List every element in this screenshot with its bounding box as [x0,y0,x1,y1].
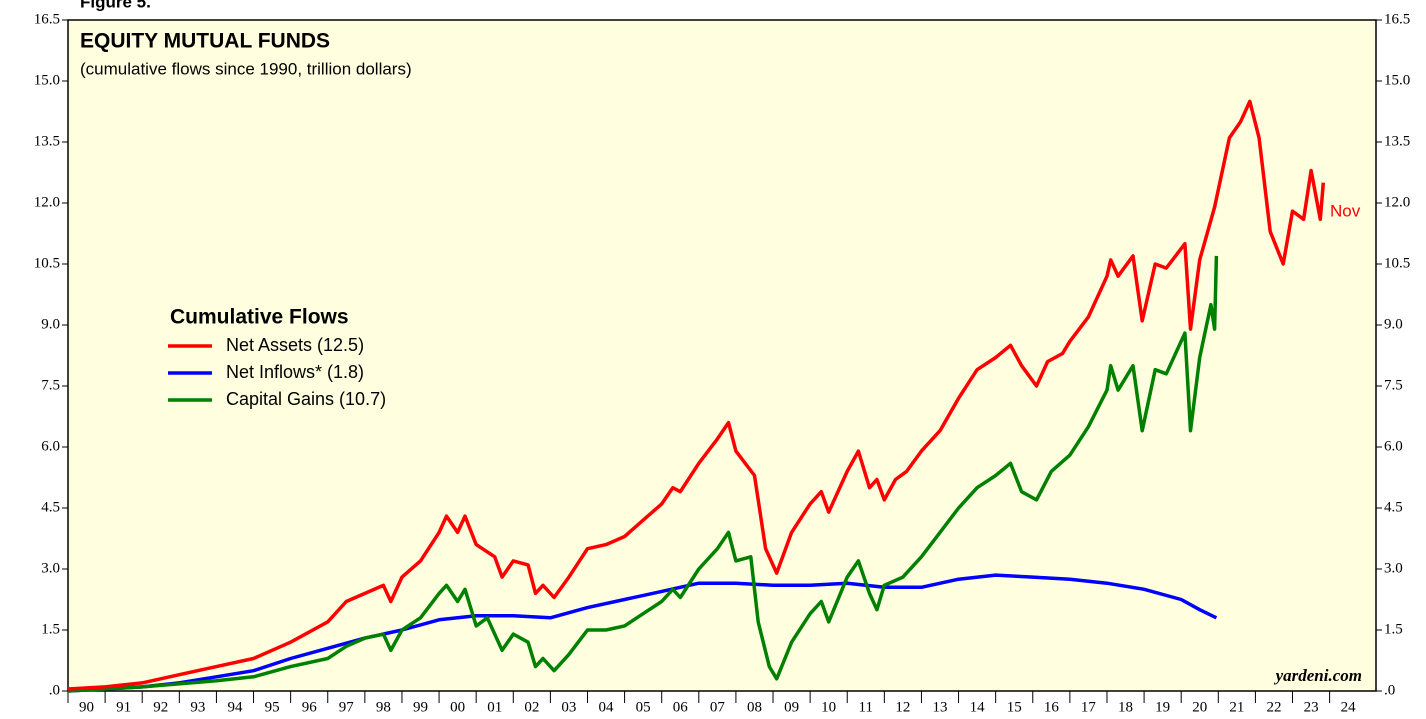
y-tick-label: 4.5 [41,499,60,515]
annotation: Nov [1330,201,1361,220]
x-tick-label: 97 [339,699,355,715]
y2-tick-label: 7.5 [1384,377,1403,393]
x-tick-label: 14 [970,699,986,715]
x-tick-label: 09 [784,699,799,715]
y-tick-label: 13.5 [34,133,60,149]
x-tick-label: 91 [116,699,131,715]
legend-label: Net Inflows* (1.8) [226,362,364,382]
y-tick-label: 10.5 [34,255,60,271]
y2-tick-label: 12.0 [1384,194,1410,210]
y-tick-label: .0 [49,682,60,698]
x-tick-label: 98 [376,699,391,715]
x-tick-label: 15 [1007,699,1022,715]
x-tick-label: 18 [1118,699,1133,715]
legend-label: Net Assets (12.5) [226,335,364,355]
x-tick-label: 24 [1341,699,1357,715]
x-tick-label: 96 [302,699,318,715]
x-tick-label: 94 [227,699,243,715]
x-tick-label: 19 [1155,699,1170,715]
x-tick-label: 20 [1192,699,1207,715]
x-tick-label: 90 [79,699,94,715]
x-tick-label: 22 [1266,699,1281,715]
y2-tick-label: 4.5 [1384,499,1403,515]
y2-tick-label: 13.5 [1384,133,1410,149]
x-tick-label: 95 [265,699,280,715]
x-tick-label: 05 [636,699,651,715]
y2-tick-label: .0 [1384,682,1395,698]
x-tick-label: 01 [487,699,502,715]
y2-tick-label: 6.0 [1384,438,1403,454]
series-line [67,573,1218,693]
y-tick-label: 1.5 [41,621,60,637]
y2-tick-label: 1.5 [1384,621,1403,637]
y-tick-label: 15.0 [34,72,60,88]
chart-subtitle: (cumulative flows since 1990, trillion d… [80,59,412,78]
x-tick-label: 93 [190,699,205,715]
y-tick-label: 9.0 [41,316,60,332]
chart-title: EQUITY MUTUAL FUNDS [80,30,330,53]
y-tick-label: 12.0 [34,194,60,210]
x-tick-label: 10 [821,699,836,715]
x-tick-label: 16 [1044,699,1060,715]
x-tick-label: 00 [450,699,465,715]
x-tick-label: 12 [895,699,910,715]
plot-area [67,19,1377,692]
x-tick-label: 04 [599,699,615,715]
x-tick-label: 08 [747,699,762,715]
y2-tick-label: 3.0 [1384,560,1403,576]
x-tick-label: 02 [524,699,539,715]
series-line [67,99,1326,691]
y-tick-label: 3.0 [41,560,60,576]
figure-label: Figure 5. [80,0,151,11]
y2-tick-label: 15.0 [1384,72,1410,88]
x-tick-label: 03 [561,699,576,715]
x-tick-label: 06 [673,699,689,715]
series-line [67,255,1219,693]
y-tick-label: 6.0 [41,438,60,454]
x-tick-label: 23 [1304,699,1319,715]
x-tick-label: 21 [1229,699,1244,715]
source: yardeni.com [1274,666,1362,685]
x-tick-label: 99 [413,699,428,715]
y2-tick-label: 16.5 [1384,11,1410,27]
y2-tick-label: 9.0 [1384,316,1403,332]
legend-title: Cumulative Flows [170,306,349,329]
y-tick-label: 16.5 [34,11,60,27]
x-tick-label: 11 [859,699,873,715]
legend-label: Capital Gains (10.7) [226,389,386,409]
y2-tick-label: 10.5 [1384,255,1410,271]
x-tick-label: 92 [153,699,168,715]
x-tick-label: 13 [933,699,948,715]
y-tick-label: 7.5 [41,377,60,393]
x-tick-label: 17 [1081,699,1097,715]
x-tick-label: 07 [710,699,726,715]
